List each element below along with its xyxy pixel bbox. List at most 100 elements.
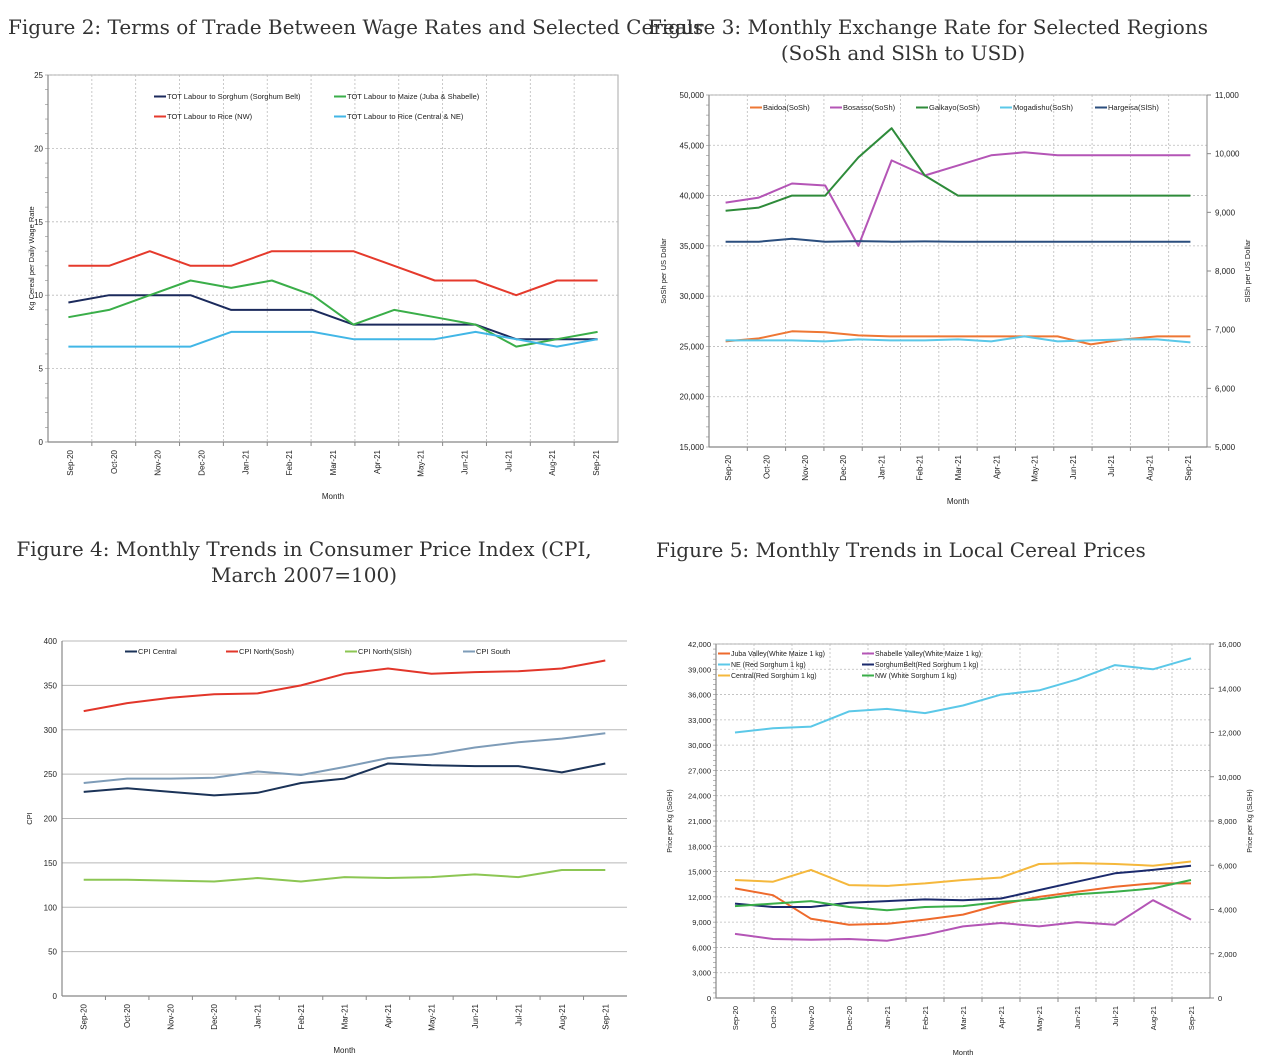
fig4-y-tick-label: 300: [44, 726, 58, 735]
fig5-y-tick-label: 3,000: [692, 969, 711, 978]
fig4-x-axis-title: Month: [333, 1046, 355, 1055]
fig4-legend-label-0: CPI Central: [138, 647, 177, 656]
fig5-y-tick-label: 33,000: [688, 716, 711, 725]
fig4-x-tick-label: Sep-20: [80, 1003, 89, 1029]
fig3-y-axis-title: SoSh per US Dollar: [659, 238, 668, 304]
fig3-y2-tick-label: 9,000: [1215, 208, 1236, 217]
fig5-legend-label-4: Central(Red Sorghum 1 kg): [731, 673, 817, 680]
fig5-x-tick-label: Aug-21: [1149, 1006, 1158, 1030]
fig3-chart: 15,000 20,000 25,000 30,000 35,000 40,000 45,0…: [659, 91, 1252, 506]
fig3-series-line-1: [725, 151, 1191, 247]
fig4-y-tick-label: 150: [44, 859, 58, 868]
figure-2-title: Figure 2: Terms of Trade Between Wage Ra…: [8, 15, 704, 39]
fig2-x-tick-label: Mar-21: [329, 449, 338, 475]
fig5-x-tick-label: May-21: [1035, 1006, 1044, 1031]
fig5-y-tick-label: 42,000: [688, 640, 711, 649]
fig5-legend-label-3: SorghumBelt(Red Sorghum 1 kg): [875, 662, 979, 669]
fig5-x-tick-label: Mar-21: [959, 1006, 968, 1030]
fig3-x-tick-label: Dec-20: [839, 454, 848, 480]
fig3-x-axis-title: Month: [947, 497, 969, 506]
fig5-x-tick-label: Sep-21: [1187, 1006, 1196, 1030]
fig2-x-tick-label: Jul-21: [504, 449, 513, 471]
fig4-y-tick-label: 250: [44, 770, 58, 779]
fig2-y-tick-label: 25: [34, 71, 43, 80]
fig4-x-tick-label: May-21: [427, 1003, 436, 1030]
fig2-x-tick-label: Jan-21: [241, 449, 250, 474]
fig2-y-tick-label: 0: [39, 438, 44, 447]
fig4-x-tick-label: Feb-21: [297, 1003, 306, 1029]
fig3-y-tick-label: 30,000: [680, 292, 705, 301]
fig4-x-tick-label: Jan-21: [254, 1003, 263, 1028]
fig5-y-tick-label: 36,000: [688, 691, 711, 700]
fig5-series-line-2: [734, 657, 1192, 734]
fig3-x-tick-label: Sep-20: [724, 454, 733, 480]
fig5-legend-label-2: NE (Red Sorghum 1 kg): [731, 662, 806, 669]
figure-4-title-line1: Figure 4: Monthly Trends in Consumer Pri…: [16, 537, 592, 561]
fig3-y-tick-label: 25,000: [680, 342, 705, 351]
fig2-x-tick-label: Jun-21: [461, 449, 470, 474]
fig2-x-tick-label: Aug-21: [548, 449, 557, 475]
fig3-plot-frame: [708, 94, 1208, 448]
fig3-series-line-0: [725, 330, 1191, 346]
fig5-plot-frame: [715, 643, 1211, 999]
fig3-y-tick-label: 35,000: [680, 242, 705, 251]
fig3-x-tick-label: Feb-21: [916, 454, 925, 480]
fig3-y2-tick-label: 5,000: [1215, 443, 1236, 452]
fig2-chart: 0 5 10 15 20 25 Sep-20 Oct-20 Nov-20 Dec-20 Jan-21…: [27, 71, 619, 501]
fig4-y-tick-label: 400: [44, 637, 58, 646]
fig3-legend-label-1: Bosasso(SoSh): [843, 103, 896, 112]
fig5-y2-tick-label: 4,000: [1218, 906, 1237, 915]
fig5-y-tick-label: 24,000: [688, 792, 711, 801]
fig4-x-tick-label: Mar-21: [341, 1003, 350, 1029]
fig3-x-tick-label: Jun-21: [1069, 454, 1078, 479]
fig2-x-tick-label: Dec-20: [197, 449, 206, 475]
fig5-series-line-1: [734, 899, 1192, 942]
fig3-legend-label-0: Baidoa(SoSh): [763, 103, 810, 112]
fig3-y2-axis-title: SlSh per US Dollar: [1243, 239, 1252, 302]
fig5-x-tick-label: Dec-20: [845, 1006, 854, 1030]
fig5-series-line-3: [734, 864, 1192, 908]
fig4-y-tick-label: 350: [44, 681, 58, 690]
fig4-x-tick-label: Nov-20: [167, 1003, 176, 1029]
fig5-y2-axis-title: Price per Kg (SLSH): [1247, 789, 1254, 852]
fig5-x-tick-label: Jul-21: [1111, 1006, 1120, 1026]
fig3-x-tick-label: May-21: [1031, 454, 1040, 481]
fig3-y2-tick-label: 7,000: [1215, 326, 1236, 335]
fig3-x-tick-label: Sep-21: [1184, 454, 1193, 480]
fig5-x-tick-label: Jan-21: [883, 1006, 892, 1029]
fig5-chart: 0 3,000 6,000 9,000 12,000 15,000 18,000 21,000…: [667, 640, 1254, 1057]
fig3-y2-tick-label: 10,000: [1215, 150, 1240, 159]
fig2-legend-label-1: TOT Labour to Maize (Juba & Shabelle): [347, 92, 480, 101]
fig2-series-line-2: [68, 250, 598, 297]
fig2-series-line-3: [68, 330, 598, 348]
fig2-legend-label-0: TOT Labour to Sorghum (Sorghum Belt): [167, 92, 301, 101]
fig3-x-tick-label: Jul-21: [1107, 454, 1116, 476]
fig4-x-tick-label: Sep-21: [601, 1003, 610, 1029]
fig5-y-tick-label: 0: [707, 994, 711, 1003]
fig2-x-tick-label: Sep-20: [66, 449, 75, 475]
fig5-y-tick-label: 21,000: [688, 817, 711, 826]
fig5-x-tick-label: Apr-21: [997, 1006, 1006, 1029]
fig5-x-tick-label: Oct-20: [769, 1006, 778, 1029]
fig4-x-tick-label: Jul-21: [514, 1003, 523, 1025]
fig5-series-line-4: [734, 860, 1192, 887]
fig2-legend-label-2: TOT Labour to Rice (NW): [167, 112, 253, 121]
fig2-y-axis-title: Kg Cereal per Daily Wage Rate: [27, 206, 36, 310]
figure-5-title: Figure 5: Monthly Trends in Local Cereal…: [656, 538, 1146, 562]
fig4-x-tick-label: Jun-21: [471, 1003, 480, 1028]
fig3-legend-label-3: Mogadishu(SoSh): [1013, 103, 1074, 112]
fig5-y2-tick-label: 2,000: [1218, 950, 1237, 959]
fig5-y-axis-title: Price per Kg (SoSH): [667, 789, 674, 852]
fig5-y2-tick-label: 16,000: [1218, 640, 1241, 649]
fig5-y-tick-label: 9,000: [692, 918, 711, 927]
fig5-y2-tick-label: 0: [1218, 994, 1222, 1003]
fig3-x-tick-label: Nov-20: [801, 454, 810, 480]
fig5-x-tick-label: Feb-21: [921, 1006, 930, 1030]
fig4-x-tick-label: Aug-21: [558, 1003, 567, 1029]
fig4-legend-label-1: CPI North(Sosh): [239, 647, 295, 656]
figure-3-title-line2: (SoSh and SlSh to USD): [780, 41, 1026, 65]
fig5-x-axis-title: Month: [953, 1048, 974, 1057]
fig5-y-tick-label: 18,000: [688, 842, 711, 851]
fig3-y-tick-label: 15,000: [680, 443, 705, 452]
